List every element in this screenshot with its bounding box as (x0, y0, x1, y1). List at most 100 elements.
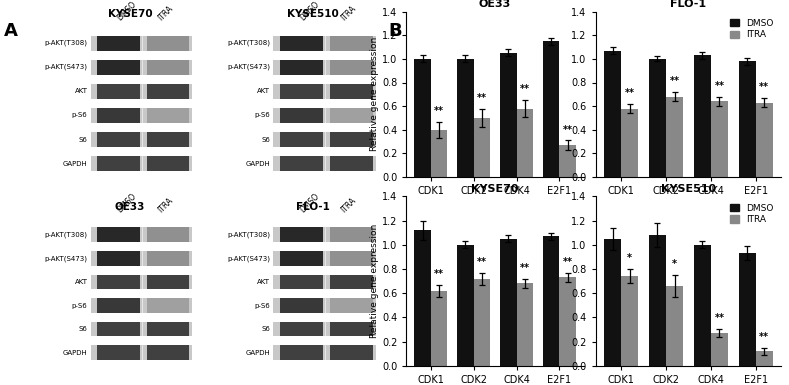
Text: p-S6: p-S6 (72, 112, 88, 119)
Text: p-S6: p-S6 (254, 112, 270, 119)
Text: **: ** (477, 93, 487, 103)
Text: AKT: AKT (257, 88, 270, 94)
Bar (694, 245, 711, 366)
Bar (97, 322, 140, 336)
Bar (97, 35, 140, 50)
Bar (147, 84, 189, 99)
Bar (279, 251, 323, 266)
Text: AKT: AKT (257, 279, 270, 285)
Text: ITRA: ITRA (156, 196, 175, 214)
Bar (330, 156, 373, 171)
Bar (330, 108, 373, 123)
Bar (147, 228, 189, 242)
Text: S6: S6 (79, 326, 88, 332)
Bar (279, 228, 323, 242)
Text: S6: S6 (79, 137, 88, 142)
Bar (473, 279, 490, 366)
Text: S6: S6 (261, 137, 270, 142)
Text: AKT: AKT (75, 88, 88, 94)
Bar (97, 298, 140, 313)
Bar (274, 35, 376, 50)
Bar (431, 130, 447, 177)
Text: GAPDH: GAPDH (63, 161, 88, 167)
Bar (97, 275, 140, 289)
Bar (92, 156, 193, 171)
Bar (92, 275, 193, 289)
Text: p-AKT(T308): p-AKT(T308) (227, 40, 270, 46)
Bar (274, 275, 376, 289)
Bar (517, 109, 533, 177)
Text: OE33: OE33 (115, 202, 145, 212)
Bar (739, 253, 756, 366)
Bar (543, 236, 559, 366)
Bar (330, 298, 373, 313)
Text: p-AKT(T308): p-AKT(T308) (45, 40, 88, 46)
Bar (97, 345, 140, 360)
Text: GAPDH: GAPDH (245, 161, 270, 167)
Text: **: ** (434, 269, 444, 279)
Bar (500, 239, 517, 366)
Bar (92, 345, 193, 360)
Bar (147, 60, 189, 75)
Text: AKT: AKT (75, 279, 88, 285)
Bar (279, 60, 323, 75)
Bar (330, 228, 373, 242)
Text: **: ** (670, 76, 679, 86)
Bar (458, 245, 473, 366)
Text: A: A (4, 22, 18, 40)
Text: DMSO: DMSO (298, 191, 321, 214)
Bar (604, 50, 621, 177)
Bar (517, 283, 533, 366)
Text: **: ** (477, 256, 487, 266)
Bar (97, 60, 140, 75)
Text: **: ** (759, 82, 769, 92)
Bar (279, 298, 323, 313)
Text: GAPDH: GAPDH (63, 350, 88, 356)
Bar (543, 41, 559, 177)
Bar (97, 228, 140, 242)
Bar (666, 286, 683, 366)
Bar (92, 84, 193, 99)
Text: p-AKT(T308): p-AKT(T308) (45, 231, 88, 238)
Bar (274, 108, 376, 123)
Bar (92, 108, 193, 123)
Bar (711, 101, 727, 177)
Bar (279, 345, 323, 360)
Bar (500, 53, 517, 177)
Y-axis label: Relative gene expression: Relative gene expression (370, 37, 380, 151)
Bar (274, 84, 376, 99)
Bar (621, 109, 638, 177)
Bar (279, 275, 323, 289)
Bar (756, 351, 772, 366)
Y-axis label: Relative gene expression: Relative gene expression (370, 224, 380, 338)
Text: **: ** (625, 88, 634, 98)
Bar (458, 59, 473, 177)
Title: OE33: OE33 (479, 0, 511, 9)
Bar (147, 298, 189, 313)
Text: p-AKT(S473): p-AKT(S473) (45, 64, 88, 70)
Bar (92, 132, 193, 147)
Text: GAPDH: GAPDH (245, 350, 270, 356)
Bar (147, 156, 189, 171)
Bar (279, 132, 323, 147)
Bar (147, 35, 189, 50)
Text: **: ** (520, 263, 529, 273)
Bar (147, 251, 189, 266)
Bar (92, 322, 193, 336)
Bar (279, 108, 323, 123)
Bar (330, 132, 373, 147)
Bar (274, 60, 376, 75)
Bar (711, 333, 727, 366)
Bar (330, 84, 373, 99)
Bar (414, 230, 431, 366)
Bar (147, 345, 189, 360)
Bar (604, 239, 621, 366)
Text: *: * (627, 253, 632, 263)
Bar (274, 156, 376, 171)
Text: DMSO: DMSO (115, 0, 138, 22)
Title: KYSE70: KYSE70 (471, 184, 519, 194)
Bar (330, 322, 373, 336)
Text: **: ** (563, 124, 573, 134)
Bar (274, 251, 376, 266)
Bar (473, 118, 490, 177)
